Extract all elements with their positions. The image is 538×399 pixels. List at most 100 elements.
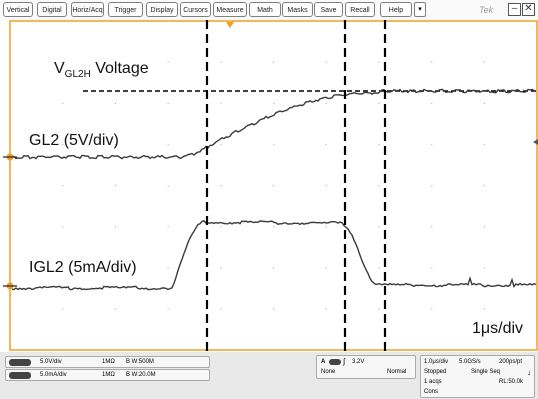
graticule-dot <box>273 308 275 310</box>
graticule-dot <box>325 267 327 269</box>
acq-state: Stopped <box>424 369 447 375</box>
gl2-label: GL2 (5V/div) <box>29 132 119 149</box>
sample-rate: 5.0GS/s <box>459 359 481 365</box>
menu-vertical[interactable]: Vertical <box>3 2 33 17</box>
graticule-dot <box>114 267 117 269</box>
ch1-swatch <box>9 359 31 366</box>
graticule-dot <box>167 143 169 146</box>
graticule-dot <box>378 61 380 63</box>
acquisition-readout[interactable]: 1.0μs/div 5.0GS/s 200ps/pt Stopped Singl… <box>420 355 535 398</box>
gl2-voltage-trace <box>11 88 537 160</box>
graticule-dot <box>220 267 222 269</box>
graticule-dot <box>483 143 485 146</box>
trigger-swatch <box>329 359 341 365</box>
trigger-coupling: None <box>321 369 336 375</box>
ch2-readout[interactable]: 5.0mA/div 1MΩ B W:20.0M <box>5 369 210 381</box>
graticule-dot <box>114 61 117 63</box>
brand-logo: Tek <box>479 5 494 15</box>
menu-help[interactable]: Help <box>380 2 412 17</box>
graticule-dot <box>378 143 380 146</box>
graticule-dot <box>62 267 64 269</box>
graticule-dot <box>220 102 222 104</box>
ch1-bandwidth: B W:500M <box>126 359 154 365</box>
graticule-dot <box>378 185 380 187</box>
graticule-dot <box>167 226 169 228</box>
trigger-channel: A <box>321 359 326 365</box>
resolution: 200ps/pt <box>499 359 523 365</box>
graticule-dot <box>431 102 433 104</box>
graticule-dot <box>62 102 64 104</box>
graticule-dot <box>220 61 222 63</box>
acq-count: 1 acqs <box>424 379 442 385</box>
graticule-dot <box>325 226 327 228</box>
ch1-impedance: 1MΩ <box>102 359 115 365</box>
arrow-down-icon: ↓ <box>527 368 531 377</box>
right-edge-marker <box>533 139 538 145</box>
graticule-dot <box>167 308 169 310</box>
acq-seq: Single Seq <box>471 369 501 375</box>
graticule-dot <box>483 267 485 269</box>
menu-masks[interactable]: Masks <box>282 2 313 17</box>
graticule-dot <box>325 308 327 310</box>
graticule-dot <box>273 185 275 187</box>
graticule-dot <box>273 226 275 228</box>
graticule-dot <box>114 226 117 228</box>
igl2-current-trace <box>12 219 537 291</box>
menu-bar: Vertical Digital Horiz/Acq Trigger Displ… <box>0 0 538 20</box>
ch2-scale: 5.0mA/div <box>40 372 67 378</box>
graticule-dot <box>62 308 64 310</box>
graticule-dot <box>114 308 117 310</box>
graticule-dot <box>273 267 275 269</box>
trigger-mode: Normal <box>387 369 407 375</box>
graticule-dot <box>483 102 485 104</box>
ch1-readout[interactable]: 5.0V/div 1MΩ B W:500M <box>5 356 210 368</box>
graticule-dot <box>114 143 117 146</box>
graticule-dot <box>167 61 169 63</box>
timebase-label: 1μs/div <box>472 320 524 337</box>
menu-trigger[interactable]: Trigger <box>108 2 143 17</box>
graticule-dot <box>62 143 64 146</box>
menu-recall[interactable]: Recall <box>345 2 375 17</box>
graticule-dot <box>167 102 169 104</box>
graticule-dot <box>378 226 380 228</box>
trigger-position-marker[interactable] <box>226 22 234 28</box>
record-length: RL:50.0k <box>499 379 524 385</box>
vgl2h-label: VGL2H Voltage <box>54 60 149 81</box>
graticule-dot <box>62 226 64 228</box>
waveform-display[interactable]: VGL2H Voltage GL2 (5V/div) IGL2 (5mA/div… <box>0 20 538 352</box>
graticule-dot <box>273 102 275 104</box>
graticule-dot <box>483 61 485 63</box>
graticule-dot <box>167 267 169 269</box>
graticule-border <box>9 20 538 351</box>
graticule-dot <box>378 308 380 310</box>
graticule-dot <box>378 267 380 269</box>
graticule-dot <box>325 61 327 63</box>
graticule-dot <box>431 226 433 228</box>
trigger-readout[interactable]: A ∫ 3.2V None Normal <box>316 355 416 379</box>
trigger-level: 3.2V <box>352 359 365 365</box>
menu-digital[interactable]: Digital <box>37 2 67 17</box>
graticule-dot <box>220 226 222 228</box>
graticule-dot <box>325 185 327 187</box>
graticule-grid <box>62 61 485 310</box>
trigger-slope-icon: ∫ <box>343 357 346 366</box>
menu-dropdown-button[interactable]: ▾ <box>414 2 426 17</box>
status-bar: 5.0V/div 1MΩ B W:500M 5.0mA/div 1MΩ B W:… <box>0 352 538 399</box>
menu-cursors[interactable]: Cursors <box>180 2 211 17</box>
menu-math[interactable]: Math <box>249 2 281 17</box>
acq-extra: Cons <box>424 389 439 395</box>
menu-measure[interactable]: Measure <box>213 2 247 17</box>
graticule-dot <box>220 185 222 187</box>
close-button[interactable]: ✕ <box>522 3 535 16</box>
graticule-dot <box>483 185 485 187</box>
menu-horiz-acq[interactable]: Horiz/Acq <box>71 2 104 17</box>
graticule-dot <box>273 143 275 146</box>
graticule-dot <box>114 185 117 187</box>
graticule-dot <box>431 267 433 269</box>
menu-display[interactable]: Display <box>146 2 178 17</box>
graticule-dot <box>431 308 433 310</box>
menu-save[interactable]: Save <box>314 2 343 17</box>
minimize-button[interactable]: – <box>508 3 521 16</box>
graticule-dot <box>431 185 433 187</box>
graticule-dot <box>220 143 222 146</box>
